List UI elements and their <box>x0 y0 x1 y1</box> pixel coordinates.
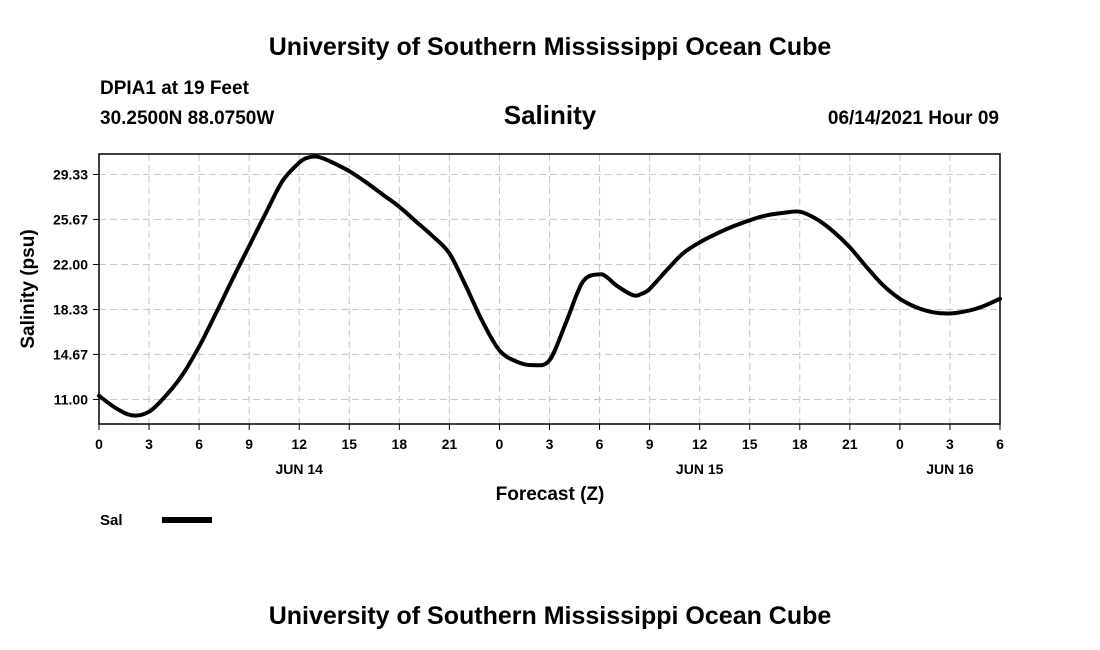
x-tick-label: 21 <box>842 436 858 452</box>
x-tick-label: 21 <box>442 436 458 452</box>
series-layer <box>97 154 1002 418</box>
x-tick-label: 0 <box>896 436 904 452</box>
bottom-title: University of Southern Mississippi Ocean… <box>269 602 832 630</box>
x-tick-label: 12 <box>692 436 708 452</box>
timestamp: 06/14/2021 Hour 09 <box>828 108 999 129</box>
legend-label: Sal <box>100 512 123 529</box>
plot-frame <box>98 153 1001 425</box>
x-tick-label: 0 <box>496 436 504 452</box>
axis-ticks: 11.00 14.67 18.33 22.00 25.67 29.33 0 3 6 9 12 15 18… <box>53 166 1004 477</box>
x-tick-label: 9 <box>646 436 654 452</box>
x-tick-label: 6 <box>195 436 203 452</box>
y-tick-label: 29.33 <box>53 166 88 182</box>
x-tick-label: 6 <box>596 436 604 452</box>
station-name: DPIA1 at 19 Feet <box>100 78 250 99</box>
y-axis-label: Salinity (psu) <box>18 229 39 348</box>
x-tick-label: 3 <box>546 436 554 452</box>
x-tick-label: 3 <box>946 436 954 452</box>
grid-lines <box>99 154 1000 424</box>
top-title: University of Southern Mississippi Ocean… <box>269 33 832 61</box>
legend: Sal <box>100 512 212 529</box>
y-tick-label: 22.00 <box>53 256 88 272</box>
x-tick-label: 18 <box>792 436 808 452</box>
x-tick-label: 15 <box>742 436 758 452</box>
x-date-label: JUN 14 <box>275 461 323 477</box>
x-date-label: JUN 16 <box>926 461 974 477</box>
x-tick-label: 9 <box>245 436 253 452</box>
y-tick-label: 25.67 <box>53 211 88 227</box>
y-tick-label: 11.00 <box>54 391 88 407</box>
station-coords: 30.2500N 88.0750W <box>100 108 274 129</box>
x-tick-label: 6 <box>996 436 1004 452</box>
x-axis-label: Forecast (Z) <box>496 484 605 505</box>
x-tick-label: 0 <box>95 436 103 452</box>
series-line-sal <box>97 154 1002 418</box>
y-tick-label: 14.67 <box>53 346 88 362</box>
y-tick-label: 18.33 <box>53 301 88 317</box>
x-tick-label: 18 <box>392 436 408 452</box>
x-date-label: JUN 15 <box>676 461 724 477</box>
x-tick-label: 12 <box>291 436 307 452</box>
chart-title: Salinity <box>504 100 597 130</box>
x-tick-label: 15 <box>341 436 357 452</box>
x-tick-label: 3 <box>145 436 153 452</box>
